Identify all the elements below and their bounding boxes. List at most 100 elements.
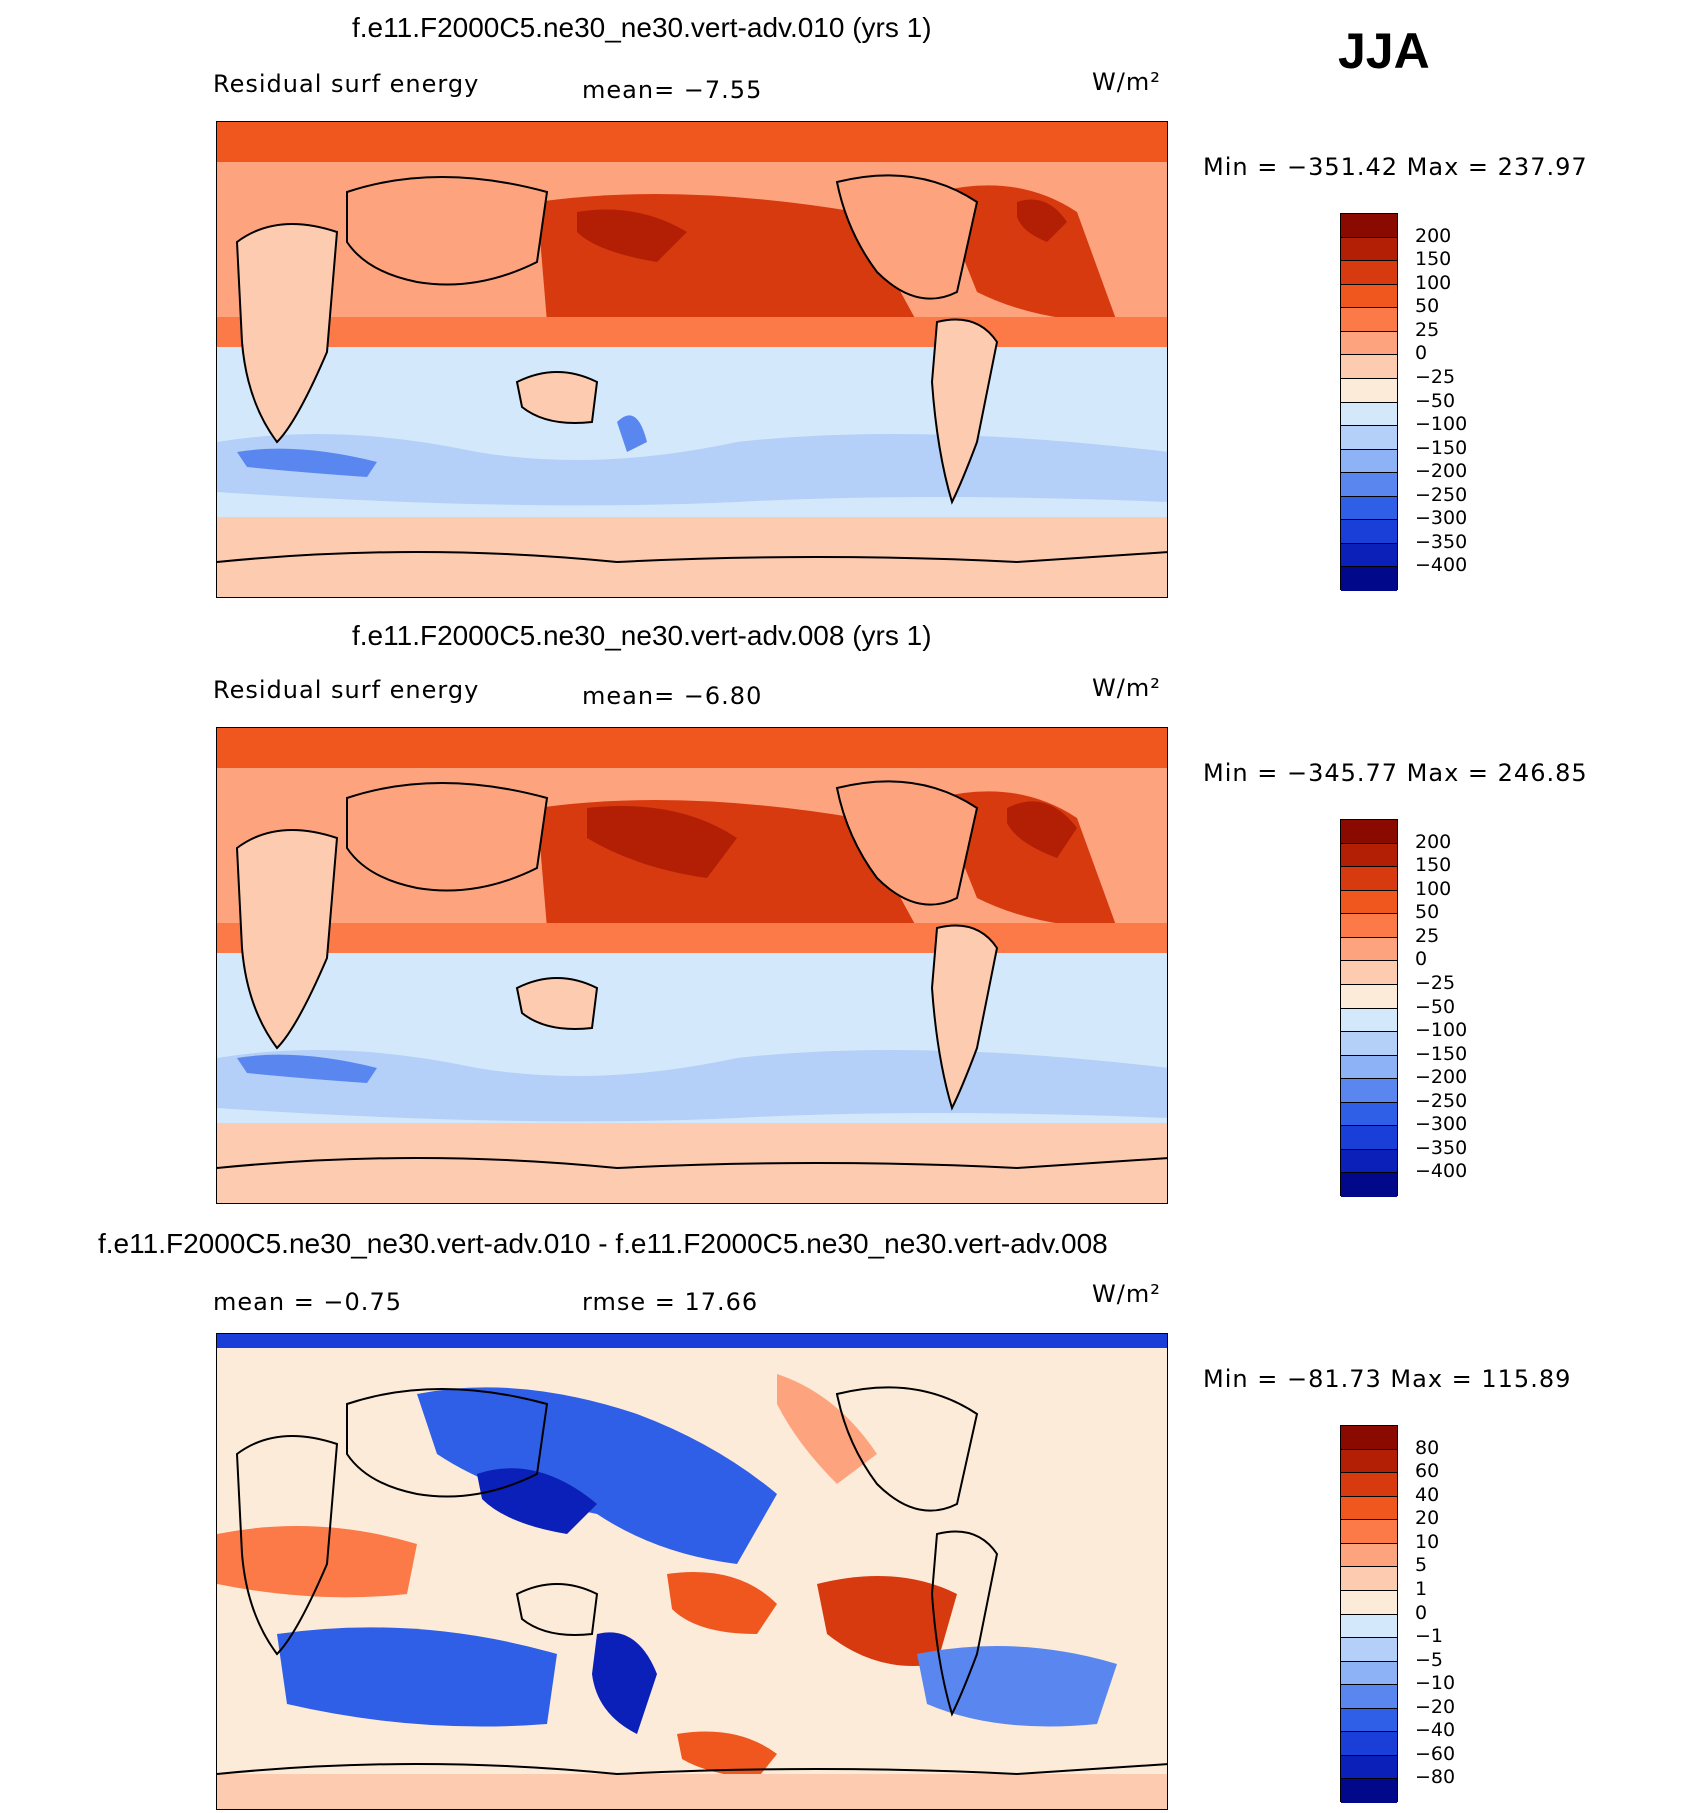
colorbar-tick-label: 150 [1415, 248, 1452, 271]
colorbar-tick-label: −100 [1415, 413, 1468, 436]
colorbar-tick-label: −100 [1415, 1019, 1468, 1042]
colorbar-swatch [1341, 1779, 1397, 1803]
colorbar-tick-label: −10 [1415, 1672, 1456, 1695]
colorbar-swatch [1341, 843, 1397, 868]
panel-3-title: f.e11.F2000C5.ne30_ne30.vert-adv.010 - f… [98, 1228, 1108, 1259]
colorbar-swatch [1341, 1473, 1397, 1497]
colorbar-swatch [1341, 473, 1397, 497]
colorbar-tick-label: −300 [1415, 507, 1468, 530]
colorbar-swatch [1341, 1032, 1397, 1056]
colorbar-tick-label: −150 [1415, 1042, 1468, 1065]
panel-3-map [216, 1333, 1168, 1810]
colorbar-tick-label: −400 [1415, 554, 1468, 577]
colorbar-swatch [1341, 1496, 1397, 1521]
colorbar-swatch [1341, 1708, 1397, 1733]
colorbar-swatch [1341, 937, 1397, 962]
colorbar-tick-label: −300 [1415, 1113, 1468, 1136]
colorbar-swatch [1341, 355, 1397, 379]
colorbar-tick-label: 100 [1415, 877, 1452, 900]
colorbar-swatch [1341, 1008, 1397, 1033]
colorbar-swatch [1341, 1543, 1397, 1568]
panel-3-map-svg [217, 1334, 1167, 1809]
panel-2-minmax: Min = −345.77 Max = 246.85 [1203, 759, 1588, 787]
panel-2-mean-label: mean= −6.80 [582, 682, 763, 710]
colorbar-tick-label: 200 [1415, 830, 1452, 853]
colorbar-swatch [1341, 543, 1397, 568]
panel-1-variable-label: Residual surf energy [213, 70, 480, 98]
colorbar-swatch [1341, 1685, 1397, 1709]
colorbar-swatch [1341, 214, 1397, 238]
panel-2-map-svg [217, 728, 1167, 1203]
colorbar-swatch [1341, 331, 1397, 356]
colorbar-tick-label: 20 [1415, 1507, 1440, 1530]
panel-2-units: W/m² [1092, 674, 1161, 702]
colorbar-tick-label: −350 [1415, 530, 1468, 553]
colorbar-tick-label: −80 [1415, 1766, 1456, 1789]
colorbar-swatch [1341, 237, 1397, 262]
panel-3-mean-label: mean = −0.75 [213, 1288, 402, 1316]
colorbar-tick-label: 1 [1415, 1577, 1428, 1600]
colorbar-swatch [1341, 1732, 1397, 1756]
panel-1-colorbar [1340, 213, 1398, 591]
panel-1-title: f.e11.F2000C5.ne30_ne30.vert-adv.010 (yr… [352, 12, 932, 43]
colorbar-swatch [1341, 1449, 1397, 1474]
colorbar-swatch [1341, 284, 1397, 309]
colorbar-swatch [1341, 1426, 1397, 1450]
colorbar-tick-label: −250 [1415, 1089, 1468, 1112]
colorbar-swatch [1341, 914, 1397, 938]
season-label: JJA [1338, 23, 1430, 79]
panel-1-mean-label: mean= −7.55 [582, 76, 763, 104]
colorbar-tick-label: −1 [1415, 1625, 1444, 1648]
colorbar-swatch [1341, 1661, 1397, 1686]
colorbar-swatch [1341, 820, 1397, 844]
colorbar-tick-label: 25 [1415, 924, 1440, 947]
colorbar-swatch [1341, 402, 1397, 427]
colorbar-swatch [1341, 1079, 1397, 1103]
panel-1-minmax: Min = −351.42 Max = 237.97 [1203, 153, 1588, 181]
colorbar-tick-label: 60 [1415, 1460, 1440, 1483]
panel-2-map [216, 727, 1168, 1204]
panel-2-variable-label: Residual surf energy [213, 676, 480, 704]
colorbar-swatch [1341, 1102, 1397, 1127]
colorbar-tick-label: 40 [1415, 1483, 1440, 1506]
colorbar-swatch [1341, 1638, 1397, 1662]
colorbar-tick-label: −250 [1415, 483, 1468, 506]
panel-3-minmax: Min = −81.73 Max = 115.89 [1203, 1365, 1572, 1393]
colorbar-tick-label: 150 [1415, 854, 1452, 877]
colorbar-swatch [1341, 378, 1397, 403]
colorbar-tick-label: 25 [1415, 318, 1440, 341]
colorbar-swatch [1341, 890, 1397, 915]
panel-2-colorbar [1340, 819, 1398, 1197]
panel-3-units: W/m² [1092, 1280, 1161, 1308]
panel-2-title: f.e11.F2000C5.ne30_ne30.vert-adv.008 (yr… [352, 620, 932, 651]
panel-1-units: W/m² [1092, 68, 1161, 96]
colorbar-tick-label: 10 [1415, 1530, 1440, 1553]
colorbar-tick-label: 50 [1415, 901, 1440, 924]
colorbar-swatch [1341, 1126, 1397, 1150]
colorbar-swatch [1341, 1614, 1397, 1639]
colorbar-tick-label: 50 [1415, 295, 1440, 318]
colorbar-swatch [1341, 984, 1397, 1009]
colorbar-tick-label: 100 [1415, 271, 1452, 294]
colorbar-tick-label: −50 [1415, 995, 1456, 1018]
colorbar-tick-label: −350 [1415, 1136, 1468, 1159]
colorbar-tick-label: 80 [1415, 1436, 1440, 1459]
colorbar-tick-label: −25 [1415, 971, 1456, 994]
colorbar-swatch [1341, 1567, 1397, 1591]
colorbar-swatch [1341, 1055, 1397, 1080]
colorbar-tick-label: 0 [1415, 1601, 1428, 1624]
colorbar-tick-label: 5 [1415, 1554, 1428, 1577]
colorbar-swatch [1341, 1173, 1397, 1197]
colorbar-swatch [1341, 426, 1397, 450]
colorbar-swatch [1341, 261, 1397, 285]
colorbar-swatch [1341, 1149, 1397, 1174]
colorbar-tick-label: −40 [1415, 1719, 1456, 1742]
colorbar-tick-label: −50 [1415, 389, 1456, 412]
colorbar-swatch [1341, 308, 1397, 332]
colorbar-tick-label: −200 [1415, 460, 1468, 483]
colorbar-swatch [1341, 961, 1397, 985]
colorbar-swatch [1341, 1755, 1397, 1780]
panel-3-rmse-label: rmse = 17.66 [582, 1288, 759, 1316]
colorbar-tick-label: 0 [1415, 948, 1428, 971]
colorbar-swatch [1341, 1590, 1397, 1615]
